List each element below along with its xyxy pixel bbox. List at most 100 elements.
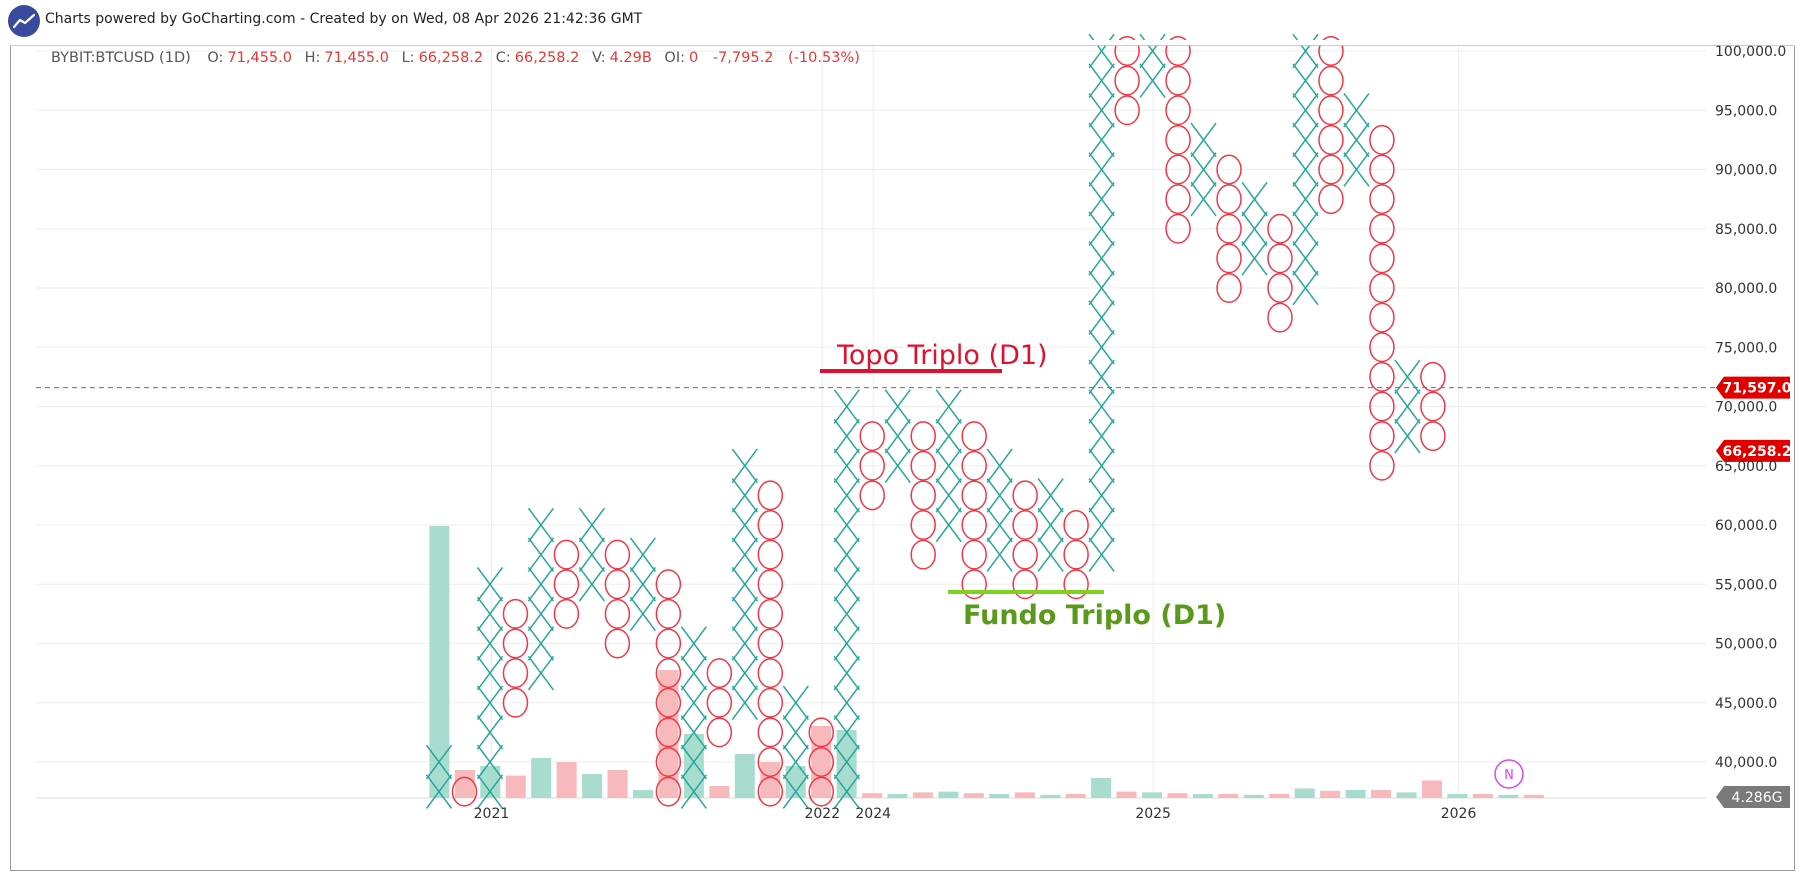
x-mark — [884, 389, 911, 424]
o-column — [757, 480, 784, 807]
y-tick-label: 85,000.0 — [1715, 222, 1777, 238]
volume-bar — [1371, 790, 1392, 798]
x-mark — [986, 478, 1013, 513]
o-mark — [910, 450, 936, 481]
o-mark — [502, 598, 529, 629]
o-mark — [1114, 36, 1140, 66]
y-tick-label: 65,000.0 — [1715, 459, 1777, 475]
o-mark — [1420, 391, 1446, 422]
volume-bar — [1040, 794, 1061, 798]
o-mark — [1216, 273, 1242, 303]
x-mark — [1292, 241, 1319, 276]
news-marker: N — [1494, 759, 1524, 789]
o-mark — [706, 658, 733, 689]
x-mark — [578, 566, 606, 602]
x-mark — [476, 715, 504, 750]
o-column — [1420, 361, 1446, 452]
o-mark — [1063, 510, 1089, 540]
o-mark — [1369, 124, 1395, 155]
x-mark — [731, 478, 758, 513]
x-mark — [1037, 478, 1064, 513]
x-mark — [1241, 211, 1268, 247]
o-mark — [1318, 65, 1344, 96]
o-mark — [553, 569, 580, 600]
x-mark — [935, 418, 962, 454]
x-mark — [833, 566, 860, 602]
o-mark — [1114, 65, 1140, 96]
x-mark — [833, 448, 860, 484]
x-mark — [986, 507, 1013, 543]
o-mark — [1369, 273, 1395, 303]
x-tick-label: 2025 — [1135, 806, 1171, 822]
volume-bar — [454, 770, 475, 798]
x-mark — [1292, 122, 1319, 158]
volume-bar — [989, 794, 1010, 798]
x-mark — [1088, 92, 1115, 128]
x-mark — [782, 685, 809, 721]
o-mark — [910, 539, 936, 570]
x-mark — [476, 566, 504, 602]
x-mark — [935, 448, 962, 484]
x-mark — [833, 774, 860, 809]
x-mark — [527, 655, 555, 691]
x-tick-label: 2022 — [804, 806, 840, 822]
x-mark — [1088, 300, 1115, 335]
o-column — [451, 776, 478, 807]
low-label: L: — [401, 50, 415, 66]
annotations: 71,597.0 66,258.2 4.286G Topo Triplo (D1) Fu… — [36, 340, 1792, 808]
volume-label: V: — [591, 50, 606, 66]
y-tick-label: 50,000.0 — [1715, 637, 1777, 653]
o-mark — [1165, 184, 1191, 215]
o-mark — [1318, 154, 1344, 185]
price-tag-bg — [1716, 439, 1790, 462]
close-label: C: — [495, 50, 511, 66]
x-column — [731, 448, 758, 721]
x-mark — [1292, 211, 1319, 247]
o-mark — [655, 687, 682, 718]
fundo-label: Fundo Triplo (D1) — [963, 600, 1226, 631]
o-mark — [604, 569, 631, 600]
o-column — [1369, 124, 1395, 481]
volume-bar — [836, 730, 857, 798]
x-column — [1343, 92, 1370, 187]
x-mark — [629, 537, 656, 572]
x-mark — [935, 478, 962, 513]
x-mark — [833, 685, 860, 721]
o-mark — [655, 628, 682, 659]
volume-value: 4.29B — [609, 50, 652, 66]
x-mark — [1241, 241, 1268, 276]
topo-label: Topo Triplo (D1) — [836, 340, 1048, 371]
x-mark — [1292, 92, 1319, 128]
x-column — [476, 566, 504, 809]
gocharting-logo-icon[interactable] — [8, 5, 40, 37]
x-mark — [1088, 63, 1115, 98]
o-mark — [859, 421, 885, 452]
o-mark — [1165, 95, 1191, 126]
symbol-label[interactable]: BYBIT:BTCUSD (1D) — [51, 50, 191, 66]
x-mark — [884, 448, 911, 484]
o-mark — [502, 687, 529, 718]
x-mark — [935, 507, 962, 543]
volume-bar — [1014, 792, 1035, 798]
x-mark — [1088, 507, 1115, 543]
volume-bar — [963, 793, 984, 798]
volume-bar — [556, 762, 577, 798]
x-mark — [884, 418, 911, 454]
x-mark — [833, 626, 860, 661]
price-tag-bg — [1716, 376, 1790, 399]
volume-bar — [709, 786, 730, 798]
volume-bar — [1065, 794, 1086, 798]
change-pct-value: (-10.53%) — [788, 50, 860, 66]
x-mark — [833, 389, 860, 424]
close-value: 66,258.2 — [514, 50, 580, 66]
x-column — [935, 389, 962, 543]
o-column — [1318, 36, 1344, 215]
x-mark — [1394, 418, 1421, 454]
x-mark — [680, 685, 707, 721]
high-label: H: — [304, 50, 321, 66]
grid-lines — [36, 46, 1706, 799]
o-column — [1012, 480, 1038, 600]
x-mark — [1088, 537, 1115, 572]
o-column — [706, 658, 733, 748]
